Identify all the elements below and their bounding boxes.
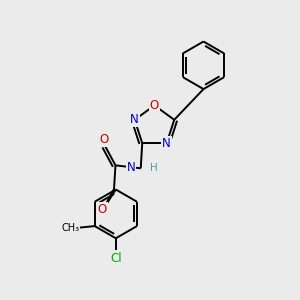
Text: N: N [130, 113, 139, 126]
Text: N: N [162, 136, 171, 150]
Text: O: O [100, 133, 109, 146]
Text: O: O [98, 203, 107, 216]
Text: H: H [150, 163, 158, 173]
Text: O: O [150, 99, 159, 112]
Text: N: N [127, 161, 135, 174]
Text: CH₃: CH₃ [61, 223, 80, 232]
Text: Cl: Cl [110, 252, 122, 265]
